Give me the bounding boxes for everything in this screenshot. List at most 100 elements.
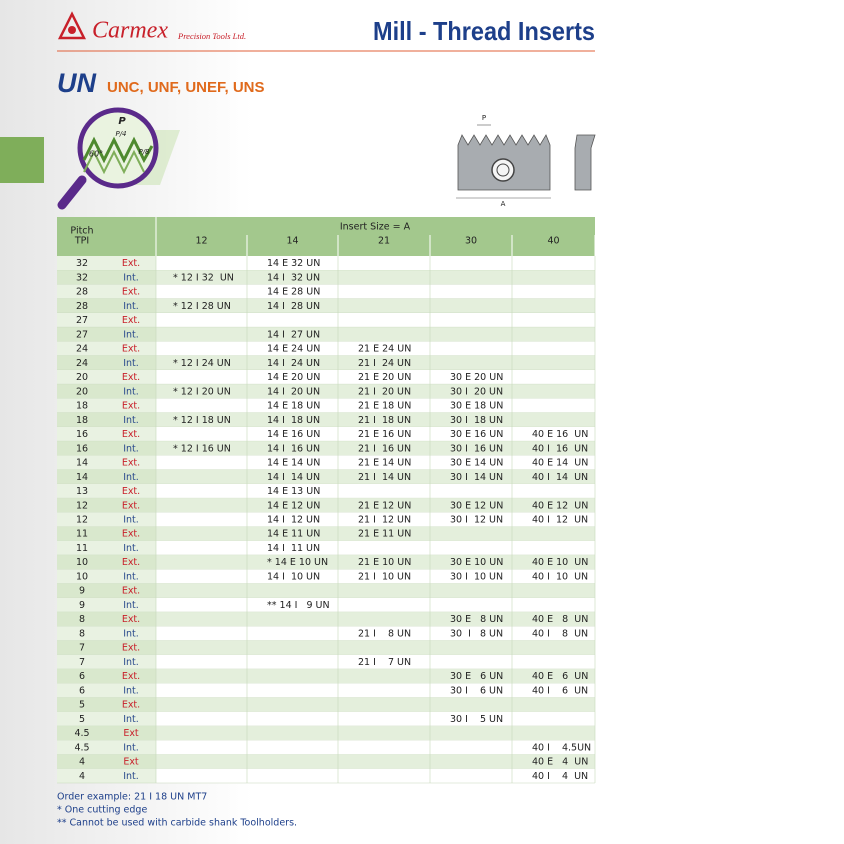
pitch-cell: 18 xyxy=(76,401,88,412)
type-cell: Int. xyxy=(123,358,139,369)
insert-cell: 30 I 16 UN xyxy=(450,443,503,454)
row-head-bg xyxy=(57,327,156,342)
brand: Carmex xyxy=(92,18,168,44)
pitch-cell: 27 xyxy=(76,315,88,326)
fig-label: A xyxy=(501,200,506,208)
insert-cell: 30 E 20 UN xyxy=(450,372,503,383)
insert-cell: 40 E 14 UN xyxy=(532,458,588,469)
row-bg xyxy=(156,555,595,570)
insert-cell: 30 E 14 UN xyxy=(450,458,503,469)
header-cell: 30 xyxy=(465,236,477,247)
row-bg xyxy=(156,612,595,627)
type-cell: Int. xyxy=(123,600,139,611)
pitch-cell: 4 xyxy=(79,757,85,768)
row-head-bg xyxy=(57,412,156,427)
insert-cell: 14 E 16 UN xyxy=(267,429,320,440)
pitch-cell: 10 xyxy=(76,557,88,568)
type-cell: Int. xyxy=(123,742,139,753)
insert-cell: 40 E 8 UN xyxy=(532,614,588,625)
type-cell: Int. xyxy=(123,685,139,696)
pitch-cell: 32 xyxy=(76,258,88,269)
insert-cell: 14 I 16 UN xyxy=(267,443,320,454)
row-bg xyxy=(156,384,595,399)
row-bg xyxy=(156,398,595,413)
pitch-cell: 6 xyxy=(79,685,85,696)
insert-cell: 40 E 16 UN xyxy=(532,429,588,440)
type-cell: Ext. xyxy=(122,643,140,654)
type-cell: Int. xyxy=(123,571,139,582)
row-head-bg xyxy=(57,768,156,783)
insert-cell: 14 E 11 UN xyxy=(267,529,320,540)
insert-cell: 14 E 32 UN xyxy=(267,258,320,269)
row-bg xyxy=(156,441,595,456)
row-head-bg xyxy=(57,726,156,741)
insert-cell: 14 E 13 UN xyxy=(267,486,320,497)
pitch-cell: 20 xyxy=(76,386,88,397)
header-cell: 14 xyxy=(286,236,298,247)
pitch-cell: 20 xyxy=(76,372,88,383)
pitch-cell: 16 xyxy=(76,443,88,454)
insert-cell: 21 E 14 UN xyxy=(358,458,411,469)
insert-cell: 21 I 16 UN xyxy=(358,443,411,454)
insert-cell: 40 E 4 UN xyxy=(532,757,588,768)
row-head-bg xyxy=(57,483,156,499)
header-cell: 12 xyxy=(195,236,207,247)
type-cell: Ext. xyxy=(122,287,140,298)
insert-cell: 21 E 11 UN xyxy=(358,529,411,540)
insert-cell: 21 I 8 UN xyxy=(358,628,411,639)
insert-cell: 21 I 14 UN xyxy=(358,472,411,483)
row-bg xyxy=(156,583,595,598)
insert-cell: 30 E 6 UN xyxy=(450,671,503,682)
row-head-bg xyxy=(57,341,156,356)
row-bg xyxy=(156,483,595,499)
insert-cell: * 12 I 28 UN xyxy=(173,301,231,312)
pitch-cell: 6 xyxy=(79,671,85,682)
row-bg xyxy=(156,426,595,442)
row-bg xyxy=(156,512,595,527)
insert-cell: ** 14 I 9 UN xyxy=(267,600,330,611)
type-cell: Ext. xyxy=(122,500,140,511)
pitch-cell: 5 xyxy=(79,714,85,725)
row-head-bg xyxy=(57,270,156,285)
pitch-cell: 12 xyxy=(76,515,88,526)
row-head-bg xyxy=(57,711,156,727)
row-head-bg xyxy=(57,384,156,399)
fig-label: P/4 xyxy=(115,130,126,138)
row-head-bg xyxy=(57,441,156,456)
row-bg xyxy=(156,341,595,356)
fig-label: P xyxy=(482,114,486,122)
insert-cell: 14 E 18 UN xyxy=(267,401,320,412)
type-cell: Int. xyxy=(123,771,139,782)
pitch-cell: 8 xyxy=(79,628,85,639)
row-head-bg xyxy=(57,284,156,299)
brand-sub: Precision Tools Ltd. xyxy=(177,31,246,41)
insert-cell: 14 E 12 UN xyxy=(267,500,320,511)
type-cell: Ext. xyxy=(122,614,140,625)
insert-cell: 30 E 8 UN xyxy=(450,614,503,625)
table-header xyxy=(57,217,595,256)
insert-cell: 40 I 16 UN xyxy=(532,443,588,454)
pitch-cell: 24 xyxy=(76,358,88,369)
pitch-cell: 32 xyxy=(76,272,88,283)
fig-label: 60° xyxy=(89,150,103,159)
row-bg xyxy=(156,569,595,584)
type-cell: Int. xyxy=(123,415,139,426)
row-head-bg xyxy=(57,312,156,328)
row-head-bg xyxy=(57,612,156,627)
row-bg xyxy=(156,284,595,299)
insert-cell: 30 I 6 UN xyxy=(450,685,503,696)
row-head-bg xyxy=(57,740,156,755)
type-cell: Int. xyxy=(123,515,139,526)
row-bg xyxy=(156,312,595,328)
insert-cell: 14 I 11 UN xyxy=(267,543,320,554)
type-cell: Int. xyxy=(123,628,139,639)
insert-cell: 14 E 24 UN xyxy=(267,344,320,355)
insert-cell: * 12 I 24 UN xyxy=(173,358,231,369)
insert-cell: 30 E 18 UN xyxy=(450,401,503,412)
row-head-bg xyxy=(57,526,156,541)
row-bg xyxy=(156,327,595,342)
row-head-bg xyxy=(57,298,156,313)
insert-cell: 14 I 12 UN xyxy=(267,515,320,526)
